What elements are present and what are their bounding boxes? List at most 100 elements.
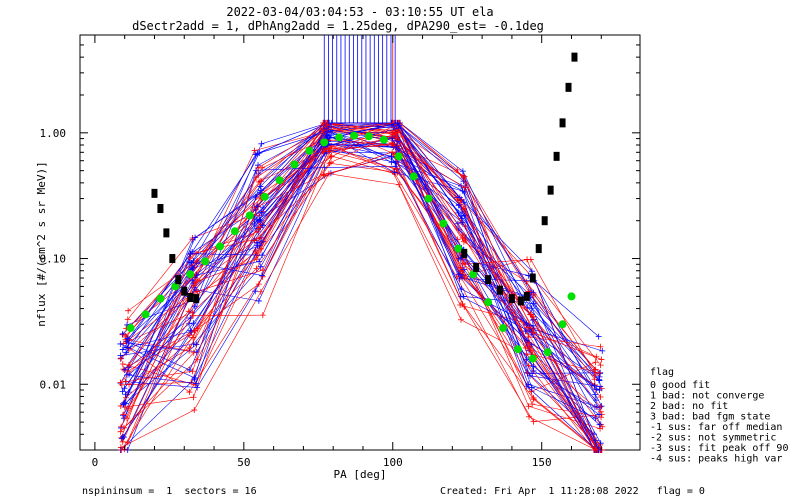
raw-spectrum-point: [118, 423, 125, 430]
raw-spectrum-point: [119, 361, 126, 368]
raw-spectrum-point: [530, 396, 537, 403]
green-fit-point: [141, 310, 150, 319]
raw-spectrum-point: [591, 382, 598, 389]
green-fit-point: [558, 320, 567, 329]
black-fit-point: [559, 118, 566, 128]
y-tick-label: 1.00: [40, 127, 67, 140]
raw-spectrum-point: [592, 372, 599, 379]
y-axis-label: nflux [#/(cm^2 s sr MeV)]: [35, 161, 48, 327]
raw-spectrum-point: [191, 374, 198, 381]
black-fit-point: [485, 275, 492, 285]
raw-spectrum-point: [258, 140, 265, 147]
raw-spectrum-point: [189, 264, 196, 271]
raw-spectrum-point: [191, 284, 198, 291]
chart-subtitle: dSectr2add = 1, dPhAng2add = 1.25deg, dP…: [132, 19, 544, 33]
raw-spectrum-point: [527, 256, 534, 263]
raw-spectrum-point: [122, 378, 129, 385]
black-fit-point: [508, 294, 515, 304]
axes: 0 50 100 150 0.01 0.10 1.00: [40, 34, 640, 469]
raw-spectrum-point: [257, 183, 264, 190]
raw-spectrum-point: [321, 164, 328, 171]
raw-spectrum-point: [394, 138, 401, 145]
raw-spectrum-point: [388, 140, 395, 147]
raw-spectrum-point: [121, 366, 128, 373]
raw-spectrum-point: [527, 347, 534, 354]
raw-spectrum-point: [460, 231, 467, 238]
raw-spectrum-point: [125, 345, 132, 352]
green-fit-point: [186, 270, 195, 279]
legend-item: -4 sus: peaks high var: [650, 454, 782, 465]
raw-spectrum-point: [596, 411, 603, 418]
raw-spectrum-point: [252, 193, 259, 200]
raw-spectrum-point: [455, 209, 462, 216]
black-fit-point: [523, 291, 530, 301]
raw-spectrum-point: [117, 340, 124, 347]
green-fit-point: [260, 192, 269, 201]
legend-title: flag: [650, 367, 674, 378]
black-fit-point: [565, 82, 572, 92]
raw-spectrum-point: [528, 384, 535, 391]
green-fit-point: [216, 242, 224, 251]
raw-spectrum-point: [259, 252, 266, 259]
green-fit-point: [275, 176, 284, 185]
raw-spectrum-line: [125, 129, 595, 451]
raw-spectrum-point: [259, 312, 266, 319]
green-fit-point: [245, 211, 254, 220]
raw-spectrum-point: [189, 368, 196, 375]
black-fit-point: [175, 275, 182, 285]
raw-spectrum-point: [255, 224, 262, 231]
raw-spectrum-point: [459, 219, 466, 226]
raw-spectrum-point: [117, 355, 124, 362]
raw-spectrum-point: [597, 403, 604, 410]
raw-spectrum-point: [599, 347, 606, 354]
raw-spectrum-point: [186, 258, 193, 265]
raw-spectrum-point: [454, 166, 461, 173]
raw-spectrum-point: [458, 274, 465, 281]
raw-spectrum-point: [194, 384, 201, 391]
legend-item: 3 bad: bad fgm state: [650, 412, 770, 423]
legend-item: 0 good fit: [650, 380, 710, 391]
fitted-series: [126, 52, 578, 363]
raw-spectrum-point: [191, 303, 198, 310]
raw-spectrum-point: [596, 369, 603, 376]
raw-spectrum-point: [119, 438, 126, 445]
raw-spectrum-point: [191, 282, 198, 289]
raw-spectrum-point: [591, 376, 598, 383]
raw-spectrum-point: [599, 423, 606, 430]
raw-spectrum-point: [328, 153, 335, 160]
raw-spectrum-point: [597, 393, 604, 400]
raw-spectrum-point: [257, 177, 264, 184]
green-fit-point: [543, 348, 552, 357]
footer-left: nspininsum = 1 sectors = 16: [82, 486, 257, 497]
raw-spectrum-point: [394, 126, 401, 133]
raw-spectrum-point: [126, 371, 133, 378]
black-fit-point: [529, 273, 536, 283]
raw-spectrum-point: [529, 401, 536, 408]
raw-spectrum-point: [192, 234, 199, 241]
raw-spectrum-point: [388, 154, 395, 160]
raw-spectrum-point: [194, 288, 201, 295]
raw-spectrum-point: [461, 199, 468, 206]
raw-spectrum-point: [592, 366, 599, 373]
raw-spectrum-point: [257, 288, 264, 295]
raw-spectrum-point: [125, 361, 132, 368]
raw-spectrum-point: [592, 391, 599, 398]
raw-spectrum-point: [595, 377, 602, 384]
plot-frame: [79, 34, 641, 451]
raw-spectrum-point: [124, 447, 131, 453]
green-fit-point: [498, 324, 507, 333]
raw-spectrum-point: [596, 387, 603, 394]
green-fit-point: [320, 138, 329, 147]
raw-spectrum-point: [530, 329, 537, 336]
raw-spectrum-point: [124, 335, 131, 342]
raw-spectrum-point: [119, 388, 126, 395]
raw-spectrum-point: [251, 237, 258, 244]
raw-spectrum-line: [120, 143, 602, 432]
raw-spectrum-point: [193, 272, 200, 279]
green-fit-point: [469, 270, 478, 279]
green-fit-point: [394, 152, 403, 161]
raw-spectrum-point: [120, 434, 127, 441]
raw-spectrum-line: [123, 151, 603, 427]
raw-spectrum-point: [597, 362, 604, 369]
raw-spectrum-point: [256, 216, 263, 223]
